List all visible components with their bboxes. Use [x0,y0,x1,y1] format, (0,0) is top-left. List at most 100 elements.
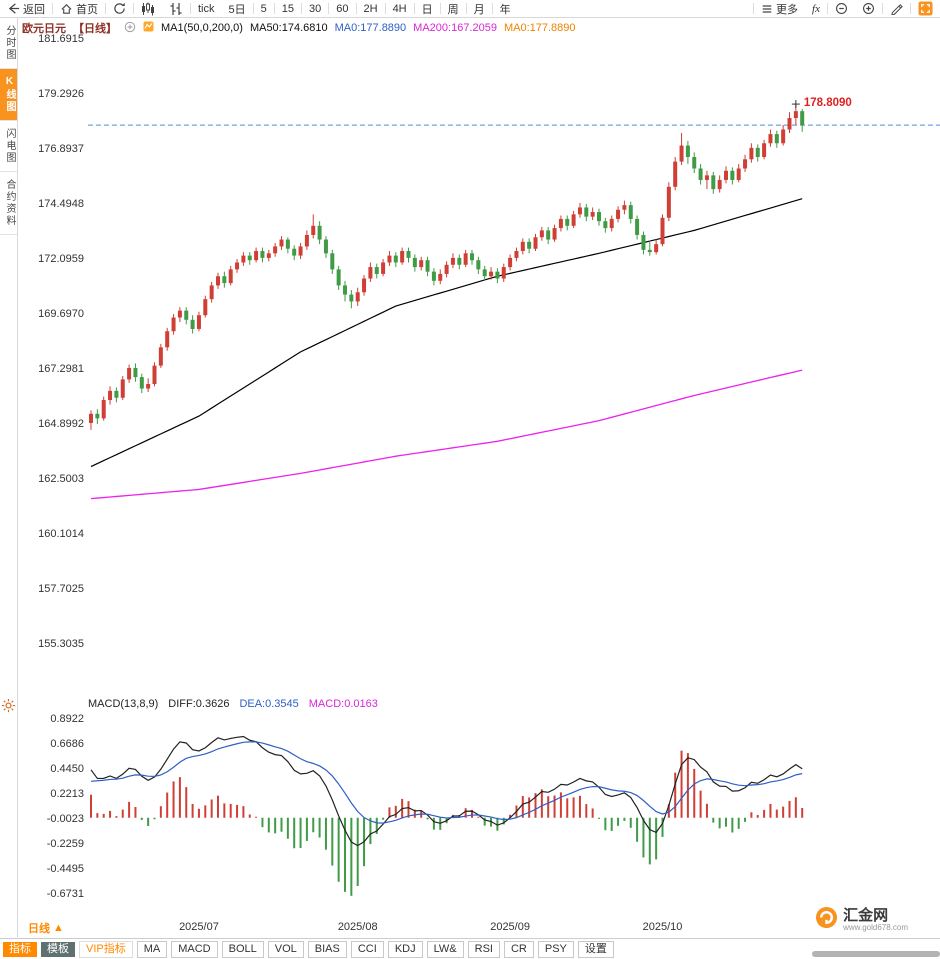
separator [753,3,755,14]
macd-dea-value: DEA:0.3545 [239,698,299,710]
separator [491,3,493,14]
indicator-button[interactable]: MACD [171,940,218,958]
refresh-button[interactable] [106,0,133,17]
fx-functions-button[interactable]: fx [812,2,820,15]
sidebar-tab-lightning-chart[interactable]: 闪电图 [0,121,17,172]
separator [882,3,883,14]
period-button[interactable]: 5日 [228,3,246,16]
svg-text:160.1014: 160.1014 [38,528,84,540]
period-button[interactable]: 5 [260,2,267,15]
svg-text:169.6970: 169.6970 [38,308,84,320]
svg-text:0.2213: 0.2213 [50,788,84,800]
refresh-icon [113,2,126,15]
separator [301,3,302,14]
macd-axis-labels: 0.8922 0.6686 0.4450 0.2213 -0.0023 -0.2259 -0… [47,713,84,900]
period-button[interactable]: 月 [473,3,485,16]
period-button[interactable]: 周 [447,3,459,16]
period-button[interactable]: 年 [499,3,511,16]
indicator-toolbar: 指标 模板 VIP指标 MA MACD BOLL VOL BIAS CCI KDJ LW& RSI CR… [0,938,940,959]
ma50-line [90,198,803,468]
svg-text:0.6686: 0.6686 [50,738,84,750]
period-button[interactable]: 15 [281,2,294,15]
indicator-button[interactable]: LW& [426,940,464,958]
macd-dea-line [90,741,803,824]
indicator-button[interactable]: RSI [467,940,500,958]
menu-icon [761,3,773,15]
home-button[interactable]: 首页 [53,0,105,17]
separator [465,3,467,14]
separator [439,3,441,14]
svg-text:174.4948: 174.4948 [38,198,84,210]
separator [52,3,53,14]
period-button[interactable]: 2H [363,2,378,15]
indicator-button[interactable]: CCI [350,940,384,958]
indicator-button[interactable]: 设置 [577,940,614,958]
period-button-tick[interactable]: tick [198,2,215,15]
chevron-up-icon: ▲ [53,922,64,934]
svg-text:164.8992: 164.8992 [38,418,84,430]
home-icon [60,2,73,15]
candlestick-type-button[interactable] [134,0,162,17]
zoom-out-button[interactable] [828,0,855,17]
indicator-button[interactable]: MA [136,940,168,958]
indicator-button[interactable]: PSY [537,940,574,958]
separator [328,3,330,14]
more-label: 更多 [776,3,799,16]
svg-text:176.8937: 176.8937 [38,143,84,155]
indicator-settings-icon[interactable] [1,698,16,718]
svg-text:2025/07: 2025/07 [179,921,219,933]
fullscreen-button[interactable] [911,0,940,17]
separator [910,3,911,14]
sidebar-tab-contract-info[interactable]: 合约资料 [0,172,17,235]
templates-tab[interactable]: 模板 [41,941,75,957]
indicator-button[interactable]: BIAS [307,940,347,958]
indicator-button[interactable]: VOL [267,940,304,958]
indicators-tab[interactable]: 指标 [3,941,37,957]
indicator-button[interactable]: BOLL [221,940,264,958]
period-button[interactable]: 日 [421,3,433,16]
svg-text:0.4450: 0.4450 [50,763,84,775]
zoom-in-button[interactable] [855,0,882,17]
macd-histogram [90,750,804,896]
separator [190,3,191,14]
indicator-button[interactable]: CR [503,940,534,958]
back-button[interactable]: 返回 [0,0,52,17]
period-button[interactable]: 60 [336,2,349,15]
draw-tool-button[interactable] [883,0,910,17]
separator [827,3,828,14]
site-logo: 汇金网 www.gold678.com [815,906,908,934]
ma50-value: MA50:174.6810 [249,22,328,34]
back-arrow-icon [7,2,20,15]
logo-url: www.gold678.com [843,922,908,932]
svg-text:178.8090: 178.8090 [804,97,852,109]
more-button[interactable]: 更多 [754,0,805,17]
ohlc-bar-type-button[interactable] [162,0,190,17]
separator [252,3,254,14]
separator [273,3,275,14]
horizontal-scrollbar-thumb[interactable] [812,951,940,957]
separator [355,3,357,14]
svg-text:2025/10: 2025/10 [643,921,683,933]
period-button[interactable]: 30 [309,2,322,15]
symbol-name: 欧元日元 [22,23,66,35]
period-button[interactable]: 4H [392,2,407,15]
add-favorite-icon[interactable] [124,21,136,36]
svg-text:2025/09: 2025/09 [490,921,530,933]
sidebar-tab-kline-chart[interactable]: K线图 [0,69,17,121]
separator [413,3,415,14]
sidebar-tab-time-chart[interactable]: 分时图 [0,18,17,69]
svg-text:-0.4495: -0.4495 [47,863,84,875]
svg-text:181.6915: 181.6915 [38,33,84,45]
left-sidebar: 分时图 K线图 闪电图 合约资料 [0,18,18,937]
indicator-button[interactable]: KDJ [387,940,423,958]
candlestick-chart-icon [141,2,155,16]
ma-icon[interactable] [143,21,154,35]
period-selector-dropdown[interactable]: 日线 ▲ [28,920,64,936]
period-selector-label: 日线 [28,923,50,935]
vip-indicators-tab[interactable]: VIP指标 [79,940,133,958]
ma0-orange-value: MA0:177.8890 [503,22,576,34]
zoom-in-icon [862,2,875,15]
ma200-value: MA200:167.2059 [413,22,497,34]
